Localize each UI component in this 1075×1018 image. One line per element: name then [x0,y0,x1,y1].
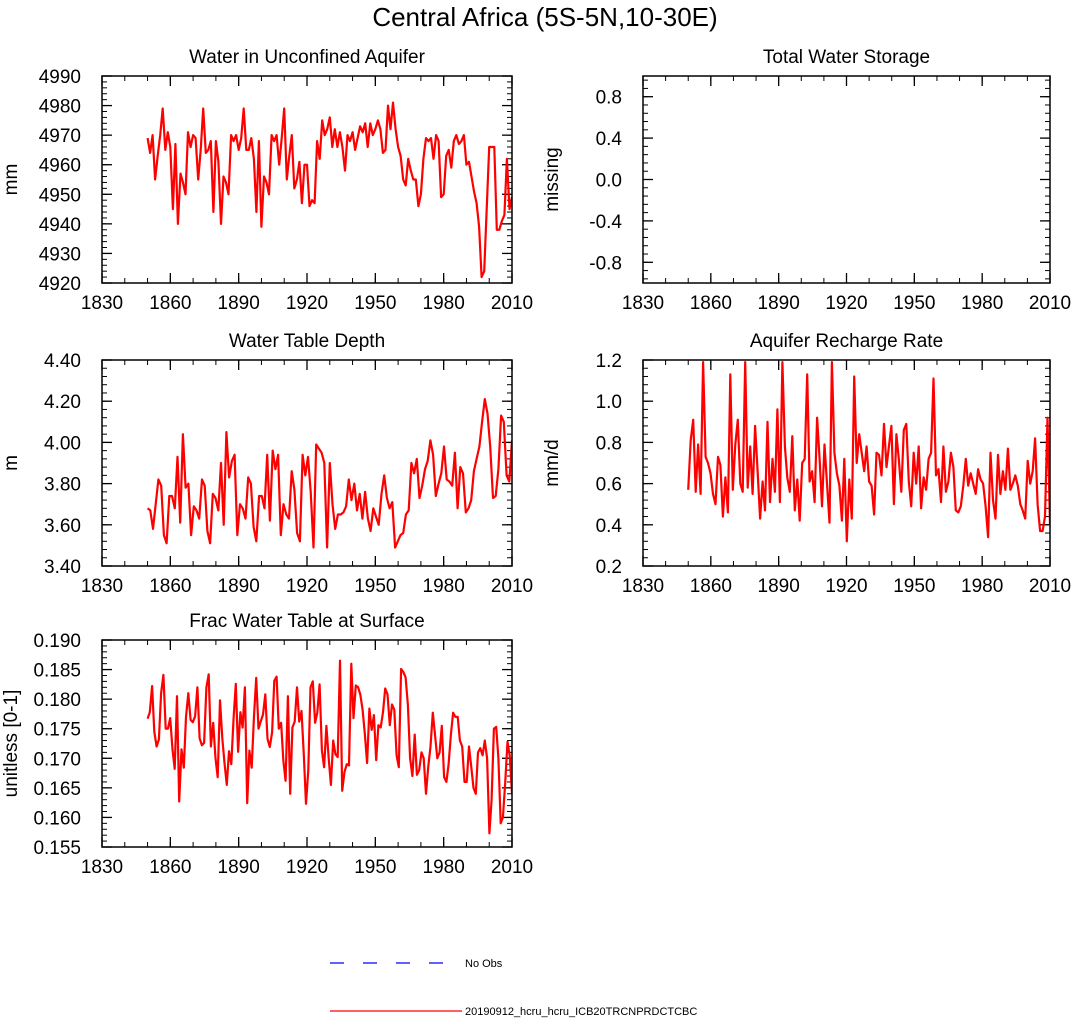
y-tick-label: 4.20 [44,392,81,413]
x-tick-label: 1980 [423,293,465,314]
series-line [687,361,1050,543]
panel-title: Frac Water Table at Surface [189,611,425,632]
y-tick-label: 0.6 [596,475,622,496]
x-tick-label: 1860 [690,576,732,597]
x-tick-label: 1920 [825,293,867,314]
x-tick-label: 1920 [286,293,328,314]
y-tick-label: 0.0 [596,171,622,192]
x-tick-label: 1890 [218,293,260,314]
legend-model-label: 20190912_hcru_hcru_ICB20TRCNPRDCTCBC [465,1006,697,1018]
x-tick-label: 1980 [423,576,465,597]
x-tick-label: 2010 [491,576,533,597]
plot-frame [101,639,513,848]
y-tick-label: 4980 [39,97,81,118]
panel-aquifer-recharge-rate: Aquifer Recharge Rate mm/d 1830 1860 1890 192… [542,331,1071,597]
series-line [146,398,512,549]
legend: No Obs 20190912_hcru_hcru_ICB20TRCNPRDCT… [330,958,697,1018]
x-tick-label: 1890 [218,576,260,597]
y-tick-label: 0.190 [33,631,81,652]
panel-water-in-unconfined-aquifer: Water in Unconfined Aquifer mm 1830 1860 189… [1,47,533,314]
panel-title: Aquifer Recharge Rate [750,331,943,352]
y-tick-label: 0.175 [33,720,81,741]
y-tick-label: 0.2 [596,557,622,578]
y-tick-label: 0.8 [596,433,622,454]
y-tick-label: 0.155 [33,838,81,859]
y-tick-label: 4960 [39,156,81,177]
x-tick-label: 1950 [893,293,935,314]
x-tick-label: 1830 [622,576,664,597]
y-tick-label: 4930 [39,244,81,265]
x-tick-label: 2010 [1029,293,1071,314]
y-axis-label: mm/d [542,439,563,487]
plot-frame [101,75,513,284]
x-tick-label: 1860 [149,293,191,314]
x-tick-label: 1830 [622,293,664,314]
legend-obs-label: No Obs [465,958,503,970]
x-tick-label: 1830 [81,576,123,597]
y-tick-label: 4940 [39,215,81,236]
x-tick-label: 1950 [354,857,396,878]
x-tick-label: 1980 [961,576,1003,597]
y-tick-label: 0.170 [33,749,81,770]
y-tick-label: 4.40 [44,351,81,372]
y-tick-label: 3.60 [44,516,81,537]
series-line [146,659,512,835]
y-tick-label: 0.4 [596,516,623,537]
x-tick-label: 1890 [218,857,260,878]
x-tick-label: 2010 [491,293,533,314]
x-tick-label: 1950 [354,576,396,597]
y-tick-label: 0.4 [596,129,623,150]
panel-title: Total Water Storage [763,47,930,68]
figure-title: Central Africa (5S-5N,10-30E) [372,2,717,32]
y-tick-label: 3.80 [44,475,81,496]
x-tick-label: 1890 [758,293,800,314]
plot-frame [642,75,1051,284]
x-tick-label: 1920 [825,576,867,597]
y-tick-label: 0.165 [33,779,81,800]
x-tick-label: 1830 [81,857,123,878]
x-tick-label: 1920 [286,857,328,878]
y-tick-label: 1.2 [596,351,622,372]
y-tick-label: 4990 [39,67,81,88]
plot-frame [642,359,1051,567]
series-line [146,101,512,279]
x-tick-label: 1830 [81,293,123,314]
x-tick-label: 1860 [149,576,191,597]
y-tick-label: -0.8 [589,253,622,274]
x-tick-label: 1890 [758,576,800,597]
x-tick-label: 1920 [286,576,328,597]
panel-total-water-storage: Total Water Storage missing 1830 1860 1890 19… [542,47,1071,314]
panel-water-table-depth: Water Table Depth m 1830 1860 1890 1920 1950 19… [1,331,533,597]
y-tick-label: 4920 [39,274,81,295]
y-tick-label: 0.8 [596,88,622,109]
x-tick-label: 1980 [961,293,1003,314]
panel-title: Water in Unconfined Aquifer [189,47,426,68]
y-tick-label: 4.00 [44,433,81,454]
y-tick-label: 0.180 [33,690,81,711]
y-tick-label: 0.160 [33,808,81,829]
y-tick-label: 4950 [39,185,81,206]
y-tick-label: 0.185 [33,661,81,682]
x-tick-label: 1980 [423,857,465,878]
y-axis-label: mm [1,164,22,196]
x-tick-label: 1860 [690,293,732,314]
y-tick-label: 4970 [39,126,81,147]
y-axis-label: unitless [0-1] [1,690,22,798]
y-axis-label: missing [542,147,563,211]
x-tick-label: 1950 [354,293,396,314]
x-tick-label: 1860 [149,857,191,878]
x-tick-label: 1950 [893,576,935,597]
y-tick-label: 3.40 [44,557,81,578]
y-tick-label: -0.4 [589,212,622,233]
panel-frac-water-table-at-surface: Frac Water Table at Surface unitless [0-1… [1,611,533,878]
panel-title: Water Table Depth [229,331,385,352]
y-tick-label: 1.0 [596,392,622,413]
plot-frame [101,359,513,567]
x-tick-label: 2010 [1029,576,1071,597]
y-axis-label: m [1,455,22,471]
x-tick-label: 2010 [491,857,533,878]
panels: Water in Unconfined Aquifer mm 1830 1860 189… [1,47,1071,878]
